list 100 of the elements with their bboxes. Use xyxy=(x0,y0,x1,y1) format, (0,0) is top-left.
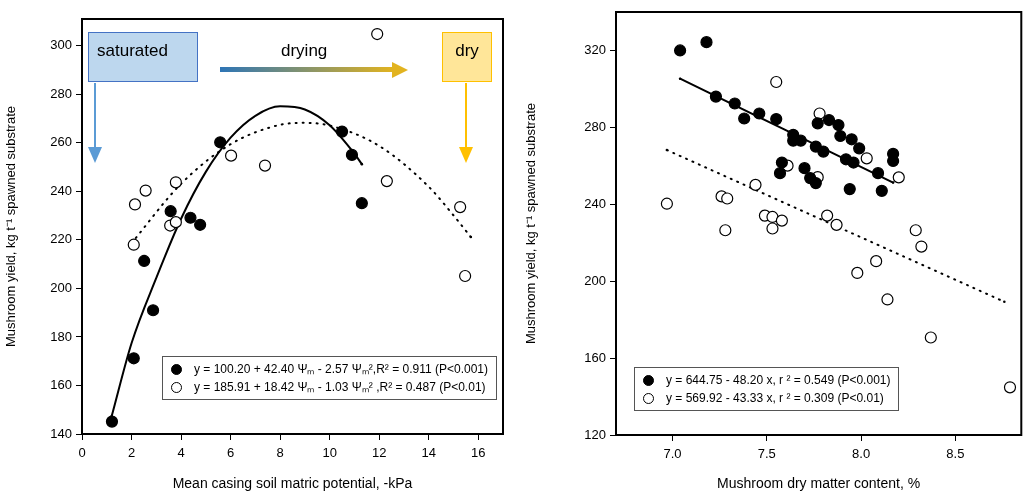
point xyxy=(775,214,788,227)
point xyxy=(843,182,856,196)
point xyxy=(146,304,160,317)
point xyxy=(127,238,140,251)
point xyxy=(335,125,349,138)
point xyxy=(775,156,788,169)
point xyxy=(454,200,467,214)
point xyxy=(371,27,384,41)
y-axis-title: Mushroom yield, kg t⁻¹ spawned substrate xyxy=(3,106,19,347)
point xyxy=(770,113,783,126)
x-tick-label: 7.5 xyxy=(757,446,776,462)
point xyxy=(169,216,182,229)
point xyxy=(139,184,152,197)
point xyxy=(749,178,762,191)
point xyxy=(892,171,905,184)
point xyxy=(875,184,888,197)
point xyxy=(845,133,858,146)
point xyxy=(870,255,883,268)
point xyxy=(860,152,873,165)
y-tick-label: 260 xyxy=(50,134,72,150)
y-tick-label: 200 xyxy=(50,279,72,295)
x-tick-label: 8.5 xyxy=(946,446,965,462)
point xyxy=(822,113,836,127)
point xyxy=(728,97,741,110)
point xyxy=(105,415,119,428)
x-tick-label: 4 xyxy=(177,445,185,461)
legend-label: y = 100.20 + 42.40 Ψₘ - 2.57 Ψₘ²,R² = 0.911 (P<0.001) xyxy=(194,361,488,378)
point xyxy=(660,197,673,210)
annotation: dry xyxy=(442,32,492,82)
point xyxy=(817,145,830,158)
point xyxy=(184,211,197,224)
legend-label: y = 185.91 + 18.42 Ψₘ - 1.03 Ψₘ² ,R² = 0.487 (P<0.01) xyxy=(194,379,486,396)
point xyxy=(138,254,151,268)
x-axis-title: Mean casing soil matric potential, -kPa xyxy=(172,475,413,492)
point xyxy=(721,192,734,205)
point xyxy=(770,75,783,89)
point xyxy=(673,44,687,57)
y-tick-label: 200 xyxy=(584,272,606,288)
y-tick-label: 140 xyxy=(50,425,72,441)
point xyxy=(738,112,751,125)
x-tick-label: 8 xyxy=(276,445,284,461)
point xyxy=(821,209,834,222)
y-tick-label: 180 xyxy=(50,328,72,344)
point xyxy=(871,167,885,180)
x-tick-label: 10 xyxy=(322,445,337,461)
point xyxy=(345,148,359,162)
point xyxy=(909,224,922,237)
point xyxy=(853,142,866,155)
point xyxy=(127,352,140,365)
point xyxy=(881,293,894,306)
point xyxy=(719,224,732,237)
x-tick-label: 2 xyxy=(127,445,136,461)
point xyxy=(459,269,472,283)
y-tick-label: 240 xyxy=(584,195,606,211)
legend-label: y = 569.92 - 43.33 x, r ² = 0.309 (P<0.01) xyxy=(666,390,884,407)
point xyxy=(1003,381,1017,394)
point xyxy=(766,222,779,235)
point xyxy=(834,129,847,143)
point xyxy=(753,107,766,120)
point xyxy=(194,218,207,231)
point xyxy=(832,118,845,132)
y-tick-label: 220 xyxy=(50,231,72,247)
point xyxy=(355,197,368,210)
y-tick-label: 300 xyxy=(50,37,72,53)
point xyxy=(700,36,713,49)
y-tick-label: 160 xyxy=(50,377,72,393)
point xyxy=(851,266,864,280)
point xyxy=(813,107,826,120)
point xyxy=(709,90,723,103)
point xyxy=(380,175,393,188)
point xyxy=(169,176,182,189)
x-tick-label: 0 xyxy=(78,445,86,461)
point xyxy=(766,210,779,224)
x-tick-label: 6 xyxy=(226,445,235,461)
point xyxy=(798,162,811,175)
annotation: saturated xyxy=(88,32,198,82)
point xyxy=(164,205,177,218)
x-axis-title: Mushroom dry matter content, % xyxy=(717,475,921,492)
y-tick-label: 280 xyxy=(584,118,606,134)
point xyxy=(830,218,843,231)
point xyxy=(773,167,787,180)
x-tick-label: 8.0 xyxy=(852,446,871,462)
point xyxy=(224,149,238,162)
x-tick-label: 16 xyxy=(471,445,486,461)
y-tick-label: 240 xyxy=(50,182,72,198)
x-tick-label: 7.0 xyxy=(663,446,682,462)
x-tick-label: 14 xyxy=(421,445,436,461)
point xyxy=(214,136,227,149)
y-tick-label: 120 xyxy=(584,426,606,442)
point xyxy=(128,198,142,211)
y-tick-label: 280 xyxy=(50,85,72,101)
y-tick-label: 160 xyxy=(584,349,606,365)
x-tick-label: 12 xyxy=(371,445,387,461)
point xyxy=(915,240,928,253)
point xyxy=(847,156,860,169)
point xyxy=(811,117,824,130)
annotation: drying xyxy=(280,40,329,62)
legend-label: y = 644.75 - 48.20 x, r ² = 0.549 (P<0.001) xyxy=(666,372,891,389)
point xyxy=(924,331,937,344)
point xyxy=(809,177,822,190)
